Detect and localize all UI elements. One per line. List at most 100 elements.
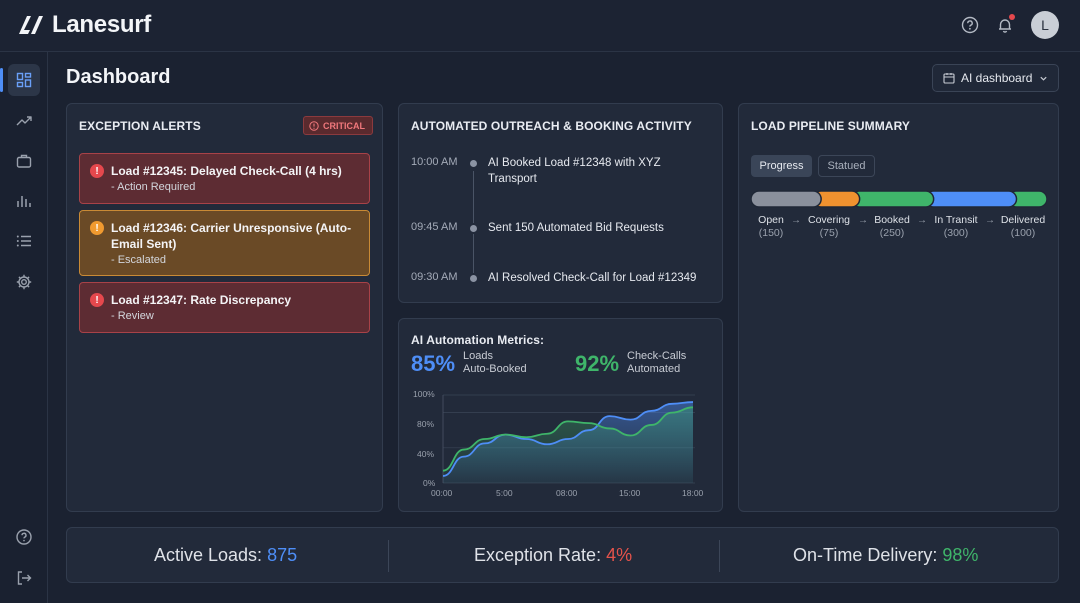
sidebar-item-loads[interactable] <box>8 145 40 177</box>
exception-alerts-card: EXCEPTION ALERTS CRITICAL ! Load #12345:… <box>66 103 383 512</box>
sidebar <box>0 52 48 603</box>
checkcalls-automated-label: Check-Calls Automated <box>627 350 686 376</box>
error-icon: ! <box>90 293 104 307</box>
bar-chart-icon <box>17 196 31 207</box>
logout-icon <box>17 571 32 585</box>
stage-count: (150) <box>758 227 784 239</box>
summary-stats-bar: Active Loads: 875 Exception Rate: 4% On-… <box>66 527 1059 583</box>
loads-auto-booked-percent: 85% <box>411 351 456 376</box>
x-tick-label: 5:00 <box>496 488 513 498</box>
sidebar-item-list[interactable] <box>8 225 40 257</box>
arrow-right-icon: → <box>917 215 927 226</box>
calls-label-line-1: Check-Calls <box>627 350 687 362</box>
stage-name: Booked <box>874 214 910 226</box>
x-tick-label: 15:00 <box>619 488 641 498</box>
sidebar-item-help[interactable] <box>8 521 40 553</box>
tab-statued[interactable]: Statued <box>818 155 875 177</box>
y-tick-label: 40% <box>417 449 435 459</box>
loads-auto-booked-label: Loads Auto-Booked <box>463 350 527 376</box>
sidebar-item-logout[interactable] <box>8 562 40 594</box>
dashboard-view-select-value: AI dashboard <box>961 71 1033 85</box>
checkcalls-automated-percent: 92% <box>575 351 620 376</box>
page-title: Dashboard <box>66 66 171 88</box>
exception-rate-label: Exception Rate: <box>474 545 602 565</box>
app-name: Lanesurf <box>52 11 151 38</box>
app-logo[interactable]: Lanesurf <box>16 10 151 40</box>
sidebar-item-dashboard[interactable] <box>0 64 40 96</box>
loads-label-line-2: Auto-Booked <box>463 363 527 375</box>
timeline-dot <box>470 225 477 232</box>
alert-item[interactable]: ! Load #12347: Rate Discrepancy - Review <box>79 282 370 333</box>
event-time: 09:30 AM <box>411 271 458 283</box>
loads-label-line-1: Loads <box>463 350 493 362</box>
event-time: 10:00 AM <box>411 156 458 168</box>
pipeline-summary-title: LOAD PIPELINE SUMMARY <box>751 119 910 133</box>
alert-title: Load #12347: Rate Discrepancy <box>111 293 292 307</box>
timeline-dot <box>470 160 477 167</box>
error-icon: ! <box>90 164 104 178</box>
calendar-icon <box>943 73 955 84</box>
pipeline-segment-open <box>751 190 822 208</box>
exception-alerts-title: EXCEPTION ALERTS <box>79 119 201 133</box>
tab-progress[interactable]: Progress <box>751 155 812 177</box>
critical-badge-label: CRITICAL <box>323 120 365 131</box>
x-tick-label: 08:00 <box>556 488 578 498</box>
gear-icon <box>16 274 32 290</box>
outreach-activity-card: AUTOMATED OUTREACH & BOOKING ACTIVITY 10… <box>398 103 723 303</box>
event-text: Sent 150 Automated Bid Requests <box>488 222 664 234</box>
warning-icon: ! <box>90 221 104 235</box>
series-a-line <box>442 401 694 477</box>
alert-title: Load #12345: Delayed Check-Call (4 hrs) <box>111 164 342 178</box>
timeline-connector <box>473 234 474 273</box>
stage-in-transit: In Transit (300) <box>926 214 986 240</box>
series-b-line <box>442 406 694 472</box>
timeline-connector <box>473 171 474 223</box>
event-text: AI Resolved Check-Call for Load #12349 <box>488 272 697 284</box>
lanesurf-logo-icon <box>19 16 43 34</box>
sidebar-item-settings[interactable] <box>8 266 40 298</box>
alert-status: - Action Required <box>111 181 196 193</box>
series-b-area <box>443 407 693 483</box>
arrow-right-icon: → <box>985 215 995 226</box>
stage-booked: Booked (250) <box>862 214 922 240</box>
event-time: 09:45 AM <box>411 221 458 233</box>
help-icon <box>16 529 32 545</box>
dashboard-view-select[interactable]: AI dashboard <box>932 64 1059 92</box>
on-time-delivery-value: 98% <box>942 545 979 565</box>
trending-up-icon <box>16 116 32 126</box>
event-text: AI Booked Load #12348 with XYZ Transport <box>488 157 661 185</box>
stage-count: (250) <box>879 227 905 239</box>
x-tick-label: 18:00 <box>682 488 704 498</box>
alert-item[interactable]: ! Load #12345: Delayed Check-Call (4 hrs… <box>79 153 370 204</box>
y-tick-label: 0% <box>423 478 436 488</box>
stage-name: In Transit <box>934 214 978 226</box>
arrow-right-icon: → <box>858 215 868 226</box>
dashboard-icon <box>16 72 32 88</box>
alert-item[interactable]: ! Load #12346: Carrier Unresponsive (Aut… <box>79 210 370 276</box>
sidebar-item-analytics[interactable] <box>8 185 40 217</box>
on-time-delivery-label: On-Time Delivery: <box>793 545 938 565</box>
stage-open: Open (150) <box>741 214 801 240</box>
sidebar-item-trends[interactable] <box>8 105 40 137</box>
top-bar: Lanesurf L <box>0 0 1080 52</box>
y-tick-label: 80% <box>417 419 435 429</box>
active-loads-label: Active Loads: <box>154 545 263 565</box>
help-icon[interactable] <box>959 14 981 36</box>
calls-label-line-2: Automated <box>627 363 681 375</box>
list-icon <box>16 235 31 247</box>
on-time-delivery-stat: On-Time Delivery: 98% <box>793 545 978 566</box>
timeline-dot <box>470 275 477 282</box>
ai-metrics-title: AI Automation Metrics: <box>411 333 545 347</box>
active-loads-stat: Active Loads: 875 <box>154 545 297 566</box>
stage-name: Open <box>758 214 784 226</box>
automation-area-chart <box>442 394 695 484</box>
alert-status: - Review <box>111 310 154 322</box>
active-loads-value: 875 <box>267 545 298 565</box>
stage-name: Delivered <box>1000 214 1046 226</box>
stage-count: (100) <box>1010 227 1036 239</box>
chevron-down-icon <box>1040 76 1047 81</box>
y-tick-label: 100% <box>413 389 435 399</box>
user-avatar[interactable]: L <box>1031 11 1059 39</box>
notifications-bell-icon[interactable] <box>994 14 1016 36</box>
pipeline-segment-booked <box>850 190 935 208</box>
